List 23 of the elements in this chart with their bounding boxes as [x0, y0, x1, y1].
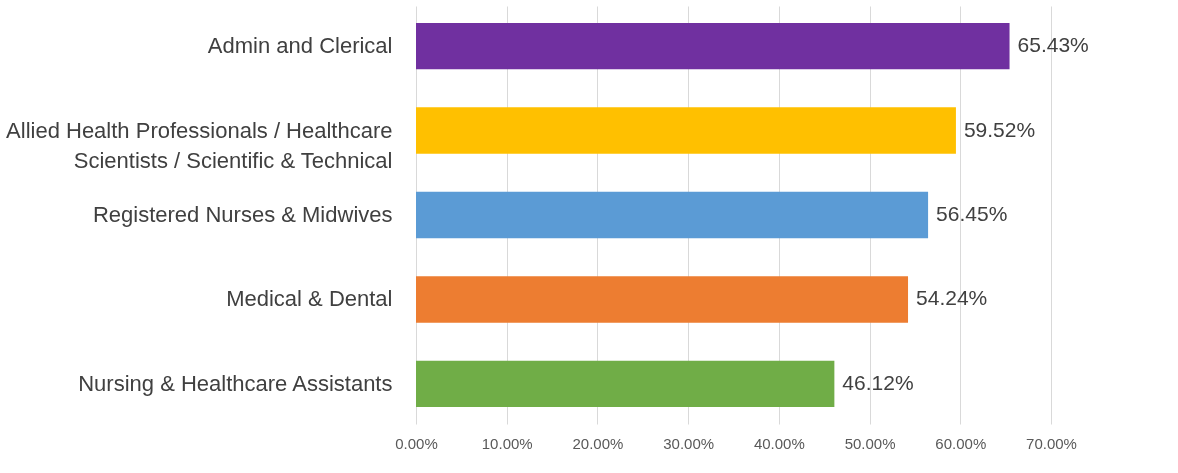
y-tick-label: Registered Nurses & Midwives	[92, 202, 393, 227]
data-label: 59.52%	[963, 117, 1036, 141]
bar	[416, 22, 1010, 70]
x-tick-label: 60.00%	[935, 434, 987, 452]
y-tick-label: Admin and Clerical	[207, 33, 393, 59]
y-tick-label: Nursing & Healthcare Assistants	[78, 370, 393, 396]
data-label: 54.24%	[916, 286, 988, 310]
bar	[416, 360, 835, 408]
x-tick-label: 50.00%	[844, 434, 896, 452]
x-tick-label: 20.00%	[572, 434, 624, 452]
x-tick-label: 30.00%	[663, 434, 715, 452]
data-label: 46.12%	[842, 370, 914, 394]
data-label: 65.43%	[1017, 33, 1089, 57]
data-label: 56.45%	[936, 202, 1008, 225]
bar	[416, 191, 929, 239]
x-tick-label: 70.00%	[1026, 434, 1077, 452]
y-tick-label: Allied Health Professionals / Healthcare Scientists / Scientific & Technical	[6, 117, 393, 173]
bar	[416, 276, 909, 323]
x-tick-label: 10.00%	[481, 434, 533, 452]
x-tick-label: 40.00%	[753, 434, 805, 452]
x-tick-label: 0.00%	[395, 434, 438, 452]
y-tick-label: Medical & Dental	[226, 286, 393, 312]
bar	[416, 107, 956, 154]
